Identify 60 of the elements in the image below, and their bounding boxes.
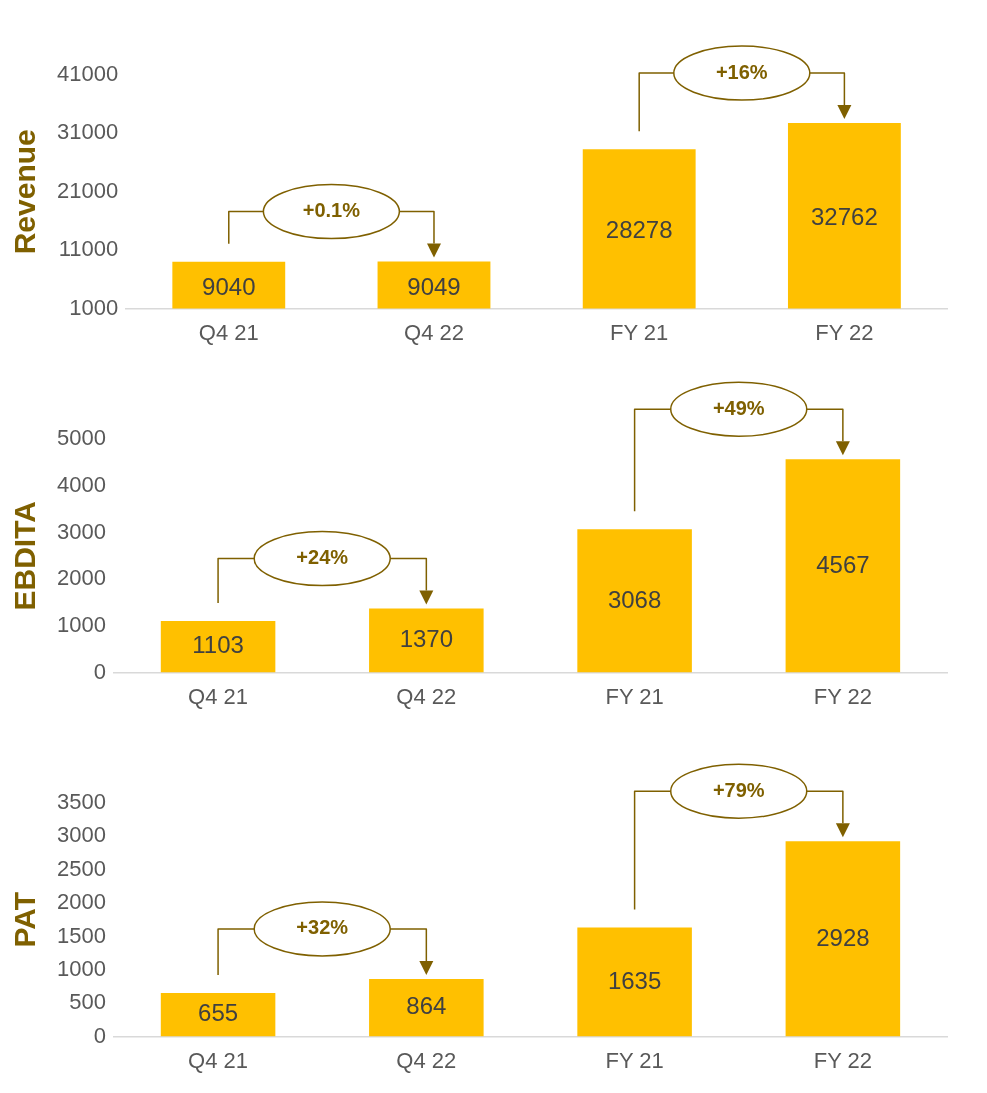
x-tick-label: Q4 22 (396, 683, 457, 709)
y-tick-label: 1000 (56, 611, 106, 637)
y-tick-label: 2000 (56, 565, 106, 591)
bar (160, 992, 276, 1037)
y-tick-label: 500 (69, 989, 106, 1015)
data-label: 1103 (192, 631, 244, 659)
data-label: 1635 (607, 966, 662, 994)
y-tick-label: 1000 (69, 294, 119, 320)
y-tick-label: 41000 (56, 61, 119, 87)
x-tick-label: Q4 22 (396, 1047, 457, 1073)
y-axis-title: EBDITA (8, 501, 42, 611)
y-tick-label: 1000 (56, 955, 106, 981)
annotation: +32% (296, 916, 349, 939)
y-tick-label: 2000 (56, 889, 106, 915)
data-label: 9049 (407, 272, 461, 300)
data-label: 9040 (202, 272, 256, 300)
text: +49% (712, 396, 765, 419)
data-label: 28278 (605, 216, 673, 244)
bar (785, 459, 901, 673)
x-tick-label: FY 21 (610, 319, 669, 345)
y-tick-label: 2500 (56, 855, 106, 881)
annotation: +24% (296, 546, 349, 569)
x-tick-label: Q4 21 (198, 319, 259, 345)
bar (369, 608, 484, 673)
bar (577, 927, 692, 1037)
x-tick-label: FY 22 (813, 1047, 873, 1073)
annotation: +16% (715, 60, 768, 83)
y-tick-label: 3000 (56, 518, 106, 544)
y-tick-label: 0 (93, 658, 106, 684)
y-tick-label: 1500 (56, 922, 106, 948)
bar (577, 529, 692, 673)
x-tick-label: FY 22 (815, 319, 874, 345)
y-tick-label: 21000 (56, 177, 119, 203)
text: +79% (712, 778, 765, 801)
data-label: 4567 (816, 550, 870, 578)
y-axis-title: PAT (8, 892, 42, 948)
x-tick-label: Q4 21 (188, 683, 249, 709)
x-tick-label: FY 21 (605, 1047, 664, 1073)
annotation: +0.1% (302, 199, 361, 222)
bar (785, 841, 901, 1037)
x-tick-label: Q4 21 (188, 1047, 249, 1073)
data-label: 655 (198, 999, 239, 1027)
y-tick-label: 3500 (56, 789, 106, 815)
x-tick-label: FY 22 (813, 683, 873, 709)
y-tick-label: 0 (93, 1022, 106, 1048)
y-tick-label: 3000 (56, 822, 106, 848)
data-label: 32762 (811, 203, 878, 231)
data-label: 864 (406, 992, 447, 1020)
data-label: 1370 (399, 625, 454, 653)
x-tick-label: Q4 22 (404, 319, 464, 345)
data-label: 3068 (607, 585, 662, 613)
x-tick-label: FY 21 (605, 683, 664, 709)
bar (160, 621, 276, 673)
y-tick-label: 31000 (56, 119, 119, 145)
y-tick-label: 5000 (56, 425, 106, 451)
data-label: 2928 (816, 923, 870, 951)
y-tick-label: 11000 (58, 236, 119, 262)
bar (369, 978, 484, 1037)
y-tick-label: 4000 (56, 471, 106, 497)
y-axis-title: Revenue (8, 129, 42, 255)
